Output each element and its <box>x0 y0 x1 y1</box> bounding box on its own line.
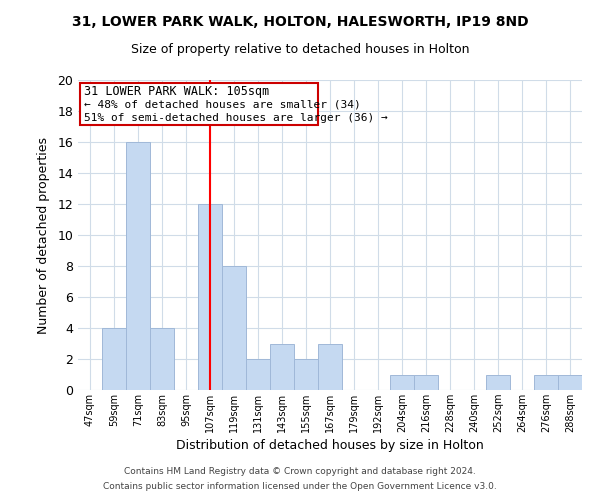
Bar <box>246 359 270 390</box>
Bar <box>318 344 342 390</box>
Text: 51% of semi-detached houses are larger (36) →: 51% of semi-detached houses are larger (… <box>83 114 387 124</box>
Bar <box>198 204 222 390</box>
Bar <box>126 142 150 390</box>
Bar <box>486 374 510 390</box>
Bar <box>414 374 438 390</box>
Bar <box>558 374 582 390</box>
Y-axis label: Number of detached properties: Number of detached properties <box>37 136 50 334</box>
Bar <box>390 374 414 390</box>
X-axis label: Distribution of detached houses by size in Holton: Distribution of detached houses by size … <box>176 439 484 452</box>
Text: ← 48% of detached houses are smaller (34): ← 48% of detached houses are smaller (34… <box>83 100 360 110</box>
Text: Contains public sector information licensed under the Open Government Licence v3: Contains public sector information licen… <box>103 482 497 491</box>
FancyBboxPatch shape <box>80 83 317 125</box>
Text: 31 LOWER PARK WALK: 105sqm: 31 LOWER PARK WALK: 105sqm <box>83 86 269 98</box>
Text: Size of property relative to detached houses in Holton: Size of property relative to detached ho… <box>131 42 469 56</box>
Bar <box>534 374 558 390</box>
Bar <box>294 359 318 390</box>
Text: Contains HM Land Registry data © Crown copyright and database right 2024.: Contains HM Land Registry data © Crown c… <box>124 467 476 476</box>
Bar <box>270 344 294 390</box>
Bar <box>102 328 126 390</box>
Bar <box>150 328 174 390</box>
Text: 31, LOWER PARK WALK, HOLTON, HALESWORTH, IP19 8ND: 31, LOWER PARK WALK, HOLTON, HALESWORTH,… <box>71 15 529 29</box>
Bar <box>222 266 246 390</box>
